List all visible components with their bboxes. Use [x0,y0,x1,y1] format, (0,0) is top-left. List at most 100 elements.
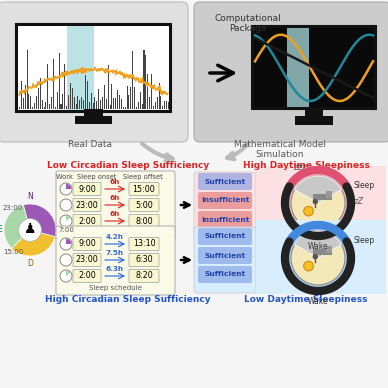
FancyBboxPatch shape [194,2,388,142]
FancyBboxPatch shape [194,227,256,293]
Bar [84,109,103,118]
Bar [256,166,386,240]
Bar [43,107,45,109]
Bar [45,102,47,109]
Bar [136,107,137,109]
Text: Low Daytime Sleepiness: Low Daytime Sleepiness [244,296,368,305]
Bar [67,26,94,109]
FancyBboxPatch shape [198,211,252,228]
Bar [168,102,169,109]
Bar [72,88,73,109]
Bar [89,102,90,109]
Bar [68,95,69,109]
Text: 23:00: 23:00 [76,256,99,265]
Bar [119,95,120,109]
Text: 15:00: 15:00 [3,249,23,255]
Text: 9:00: 9:00 [78,185,96,194]
Bar [23,98,24,109]
Circle shape [304,261,314,271]
Circle shape [60,199,72,211]
Text: Insufficient: Insufficient [201,217,249,222]
Wedge shape [294,231,341,258]
Bar [123,107,124,109]
Bar [147,74,148,109]
Bar [252,26,376,109]
Text: 6h: 6h [110,211,120,217]
FancyArrowPatch shape [227,144,248,159]
Text: Real Data: Real Data [68,140,112,149]
Bar [51,97,52,109]
Bar [38,88,39,109]
Bar [111,83,113,109]
Bar [104,85,105,109]
Text: 2:00: 2:00 [78,272,96,281]
FancyBboxPatch shape [198,266,252,283]
Wedge shape [23,204,56,237]
Bar [117,90,118,109]
Bar [25,85,26,109]
Text: 5:00: 5:00 [135,201,153,210]
Bar [140,92,141,109]
FancyArrowPatch shape [210,65,233,81]
Circle shape [304,206,314,216]
Bar [149,97,150,109]
Text: 9:00: 9:00 [78,239,96,248]
Bar [254,28,374,107]
Circle shape [19,218,42,241]
Bar [61,104,62,109]
Bar [94,97,95,109]
Bar [128,95,130,109]
Bar [28,94,29,109]
Text: 15:00: 15:00 [133,185,155,194]
Bar [32,107,33,109]
Wedge shape [66,271,70,276]
Text: Computational
Package: Computational Package [215,14,281,33]
Wedge shape [12,230,55,256]
FancyBboxPatch shape [129,237,159,251]
FancyBboxPatch shape [73,215,101,227]
Bar [109,105,111,109]
Bar [62,94,63,109]
Bar [295,116,333,125]
Bar [100,100,101,109]
Text: zZ: zZ [353,196,363,206]
FancyBboxPatch shape [73,270,101,282]
Bar [83,100,84,109]
Bar [126,86,128,109]
Text: D: D [27,259,33,268]
Bar [287,28,309,107]
Circle shape [60,254,72,266]
Bar [36,96,37,109]
Bar [18,26,169,109]
Wedge shape [66,216,70,221]
Wedge shape [294,176,341,203]
Text: 8:00: 8:00 [135,217,153,225]
Text: Low Circadian Sleep Sufficiency: Low Circadian Sleep Sufficiency [47,161,209,170]
Bar [121,99,122,109]
Text: 7.5h: 7.5h [106,250,124,256]
Bar [91,93,92,109]
FancyBboxPatch shape [73,237,101,251]
Bar [130,87,131,109]
Text: 2:00: 2:00 [78,217,96,225]
Circle shape [313,254,318,259]
FancyBboxPatch shape [129,182,159,196]
FancyBboxPatch shape [73,253,101,267]
Bar [49,104,50,109]
Circle shape [60,183,72,195]
Text: Mathematical Model
Simulation: Mathematical Model Simulation [234,140,326,159]
Bar [326,191,331,197]
Bar [87,81,88,109]
Bar [107,65,109,109]
Bar [40,78,41,109]
Bar [166,101,167,109]
Bar [21,81,22,109]
Bar [64,64,65,109]
Text: 13:10: 13:10 [133,239,155,248]
Text: Sufficient: Sufficient [204,234,246,239]
FancyBboxPatch shape [198,228,252,245]
Bar [157,97,158,109]
FancyBboxPatch shape [129,215,159,227]
Text: 6h: 6h [110,179,120,185]
Circle shape [281,166,355,240]
